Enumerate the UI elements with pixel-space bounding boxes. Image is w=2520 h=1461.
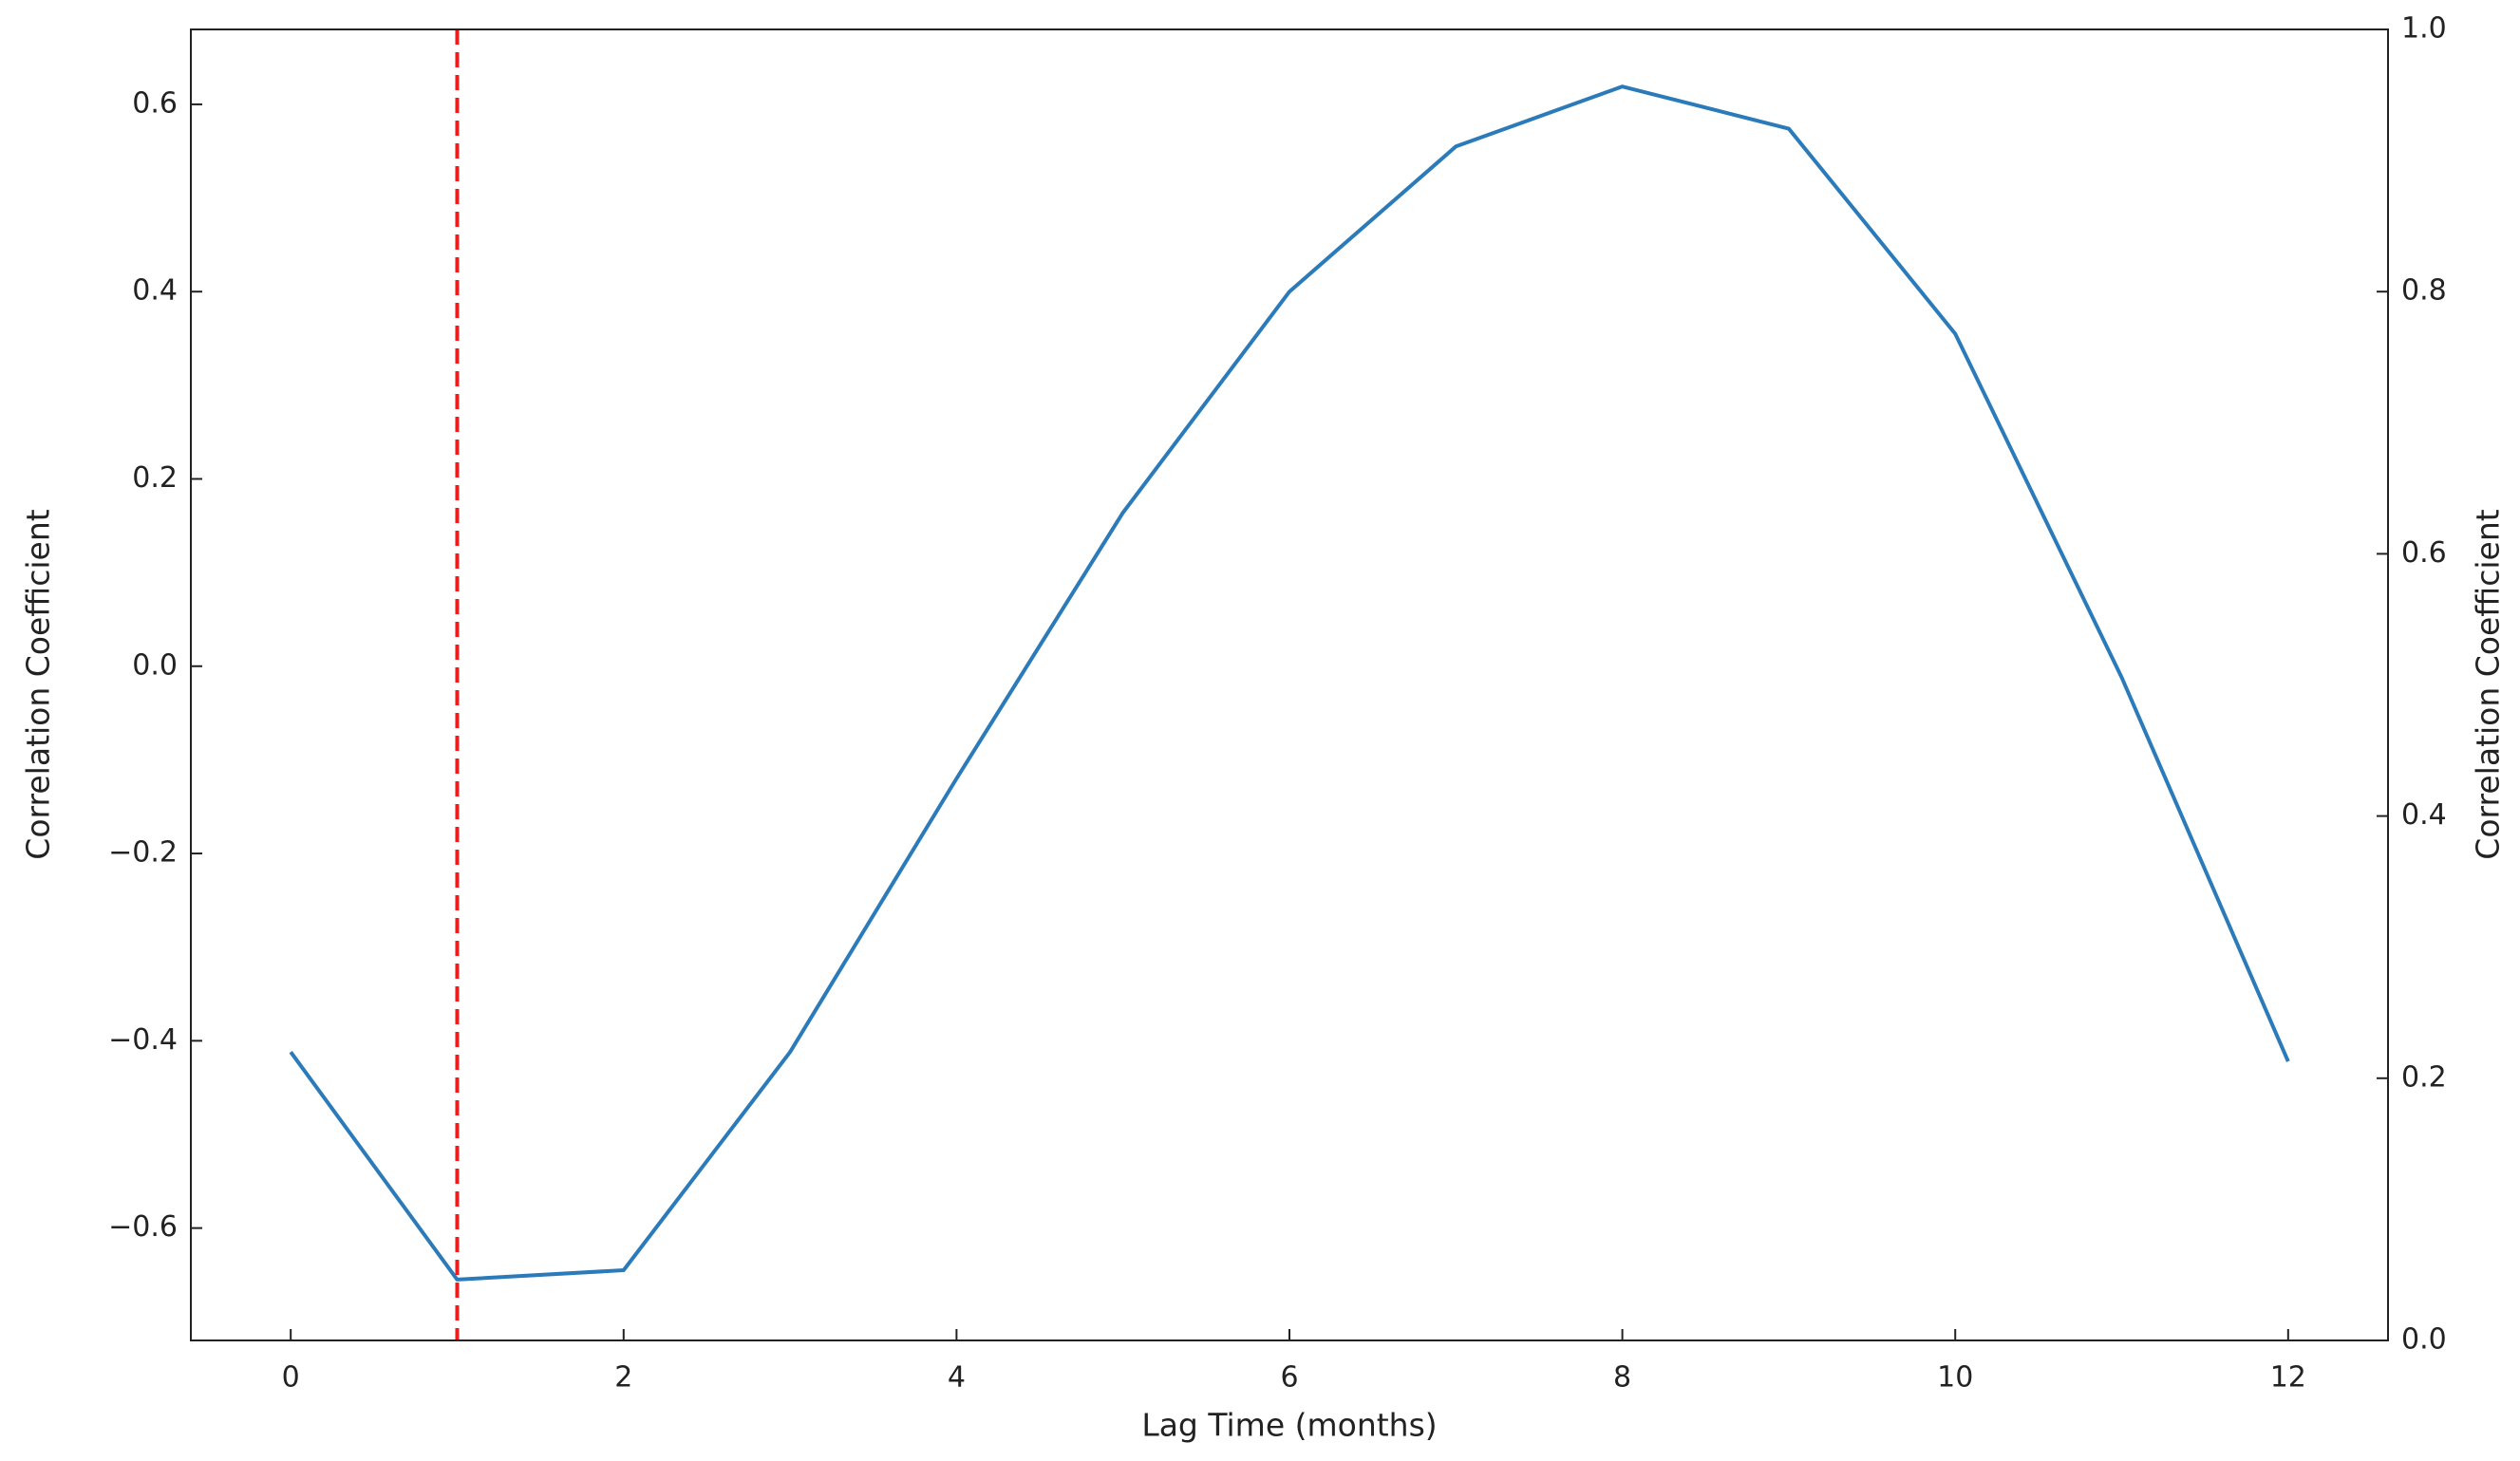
y-tick-label: 0.6: [132, 86, 178, 120]
x-tick-label: 4: [948, 1361, 966, 1395]
y2-axis-label: Correlation Coefficient: [2470, 509, 2507, 859]
y2-tick-label: 0.8: [2401, 274, 2447, 308]
y-tick-label: 0.0: [132, 648, 178, 682]
y-tick-label: 0.2: [132, 461, 178, 495]
x-axis-label: Lag Time (months): [1141, 1407, 1437, 1444]
plot-frame: [190, 28, 2389, 1341]
y-tick-label: −0.2: [108, 836, 178, 870]
x-tick-label: 6: [1280, 1361, 1298, 1395]
data-line: [289, 84, 2290, 1282]
y-tick-label: −0.4: [108, 1023, 178, 1057]
y2-tick-label: 0.0: [2401, 1323, 2447, 1357]
y2-tick-label: 0.2: [2401, 1060, 2447, 1094]
x-tick-label: 10: [1937, 1361, 1973, 1395]
y2-tick-label: 0.6: [2401, 536, 2447, 570]
y2-tick-label: 1.0: [2401, 12, 2447, 46]
x-tick-label: 2: [614, 1361, 632, 1395]
x-tick-label: 0: [282, 1361, 300, 1395]
y-tick-label: −0.6: [108, 1210, 178, 1244]
y-tick-label: 0.4: [132, 274, 178, 308]
y-axis-label: Correlation Coefficient: [20, 509, 57, 859]
x-tick-label: 12: [2270, 1361, 2306, 1395]
y2-tick-label: 0.4: [2401, 798, 2447, 832]
x-tick-label: 8: [1613, 1361, 1631, 1395]
